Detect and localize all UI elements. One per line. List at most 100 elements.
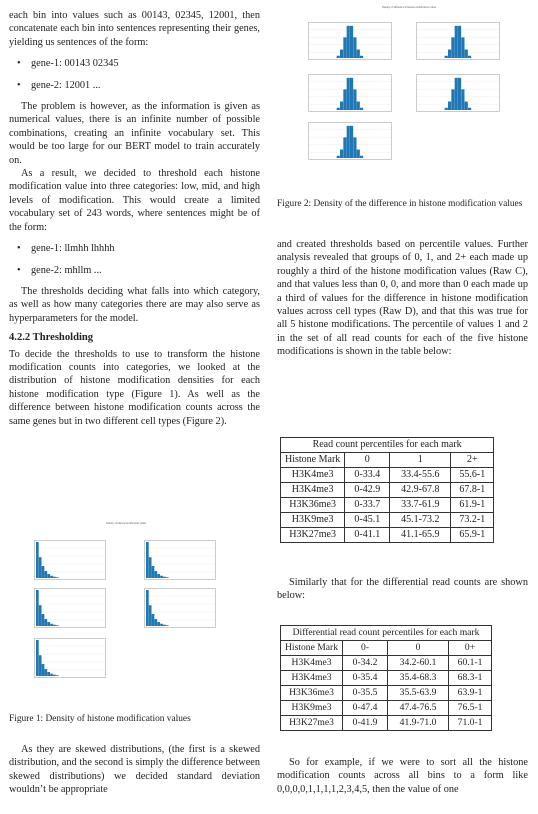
histogram-bar xyxy=(44,571,48,578)
paragraph: The problem is however, as the informati… xyxy=(9,101,260,166)
histogram-bar xyxy=(464,49,468,58)
histogram-bar xyxy=(146,590,149,626)
histogram-bar xyxy=(444,107,448,110)
histogram-bar xyxy=(53,674,56,676)
histogram-bar xyxy=(350,125,354,158)
histogram-bar xyxy=(468,107,472,110)
table-cell: 63.9-1 xyxy=(448,685,493,701)
table-cell: 71.0-1 xyxy=(448,715,493,731)
histogram-bar xyxy=(360,155,364,158)
histogram-bar xyxy=(448,49,452,58)
histogram-bar xyxy=(346,25,350,58)
histogram-bar xyxy=(148,557,152,578)
histogram-bar xyxy=(346,77,350,110)
table-caption: Read count percentiles for each mark xyxy=(279,437,495,453)
table-cell: H3K27me3 xyxy=(279,527,346,543)
list-item: gene-2: 12001 ... xyxy=(9,79,260,93)
table-row: H3K4me3 0-34.2 34.2-60.1 60.1-1 xyxy=(279,655,493,671)
table-row: H3K4me3 0-42.9 42.9-67.8 67.8-1 xyxy=(279,482,495,498)
column-header: Histone Mark xyxy=(279,452,346,468)
table-cell: 33.7-61.9 xyxy=(389,497,452,513)
table-row: H3K36me3 0-35.5 35.5-63.9 63.9-1 xyxy=(279,685,493,701)
histogram-panel xyxy=(34,638,106,678)
list-item: gene-2: mhllm ... xyxy=(9,264,260,278)
bullet-list: gene-1: 00143 02345 gene-2: 12001 ... xyxy=(9,57,260,92)
histogram-bar xyxy=(53,576,56,578)
paragraph: To decide the thresholds to use to trans… xyxy=(9,348,260,427)
histogram-panel xyxy=(308,22,392,60)
histogram-bar xyxy=(353,89,357,110)
table-cell: 0-35.4 xyxy=(342,670,389,686)
histogram-bar xyxy=(454,25,458,58)
table-cell: H3K4me3 xyxy=(279,467,346,483)
table-cell: H3K36me3 xyxy=(279,685,344,701)
paragraph: The thresholds deciding what falls into … xyxy=(9,285,260,324)
histogram-bar xyxy=(353,137,357,158)
table-header-row: Histone Mark 0 1 2+ xyxy=(279,452,495,468)
histogram-bar xyxy=(47,672,51,676)
table-row: H3K36me3 0-33.7 33.7-61.9 61.9-1 xyxy=(279,497,495,513)
right-column-bottom: So for example, if we were to sort all t… xyxy=(277,756,528,796)
left-column-bottom: As they are skewed distributions, (the f… xyxy=(9,743,260,797)
section-heading: 4.2.2 Thresholding xyxy=(9,332,94,344)
table-cell: 45.1-73.2 xyxy=(389,512,452,528)
column-header: 0- xyxy=(342,640,389,656)
histogram-bar xyxy=(36,640,39,676)
table-cell: 0-41.9 xyxy=(342,715,389,731)
histogram-bar xyxy=(336,155,340,158)
column-header: 0 xyxy=(387,640,450,656)
histogram-bar xyxy=(458,77,462,110)
differential-percentile-table: Differential read count percentiles for … xyxy=(279,625,493,731)
paragraph: So for example, if we were to sort all t… xyxy=(277,757,528,795)
histogram-panel xyxy=(34,588,106,628)
table-cell: 60.1-1 xyxy=(448,655,493,671)
table-row: H3K9me3 0-45.1 45.1-73.2 73.2-1 xyxy=(279,512,495,528)
histogram-bar xyxy=(165,625,169,626)
histogram-panel xyxy=(308,74,392,112)
histogram-panel xyxy=(34,540,106,580)
table-cell: 76.5-1 xyxy=(448,700,493,716)
table-cell: 35.4-68.3 xyxy=(387,670,450,686)
paragraph: each bin into values such as 00143, 0234… xyxy=(9,10,260,48)
histogram-bar xyxy=(148,605,152,626)
histogram-bar xyxy=(50,575,53,578)
table-cell: 0-41.1 xyxy=(344,527,391,543)
histogram-bar xyxy=(157,574,161,578)
table-cell: 41.9-71.0 xyxy=(387,715,450,731)
histogram-bar xyxy=(451,37,455,58)
histogram-bar xyxy=(340,149,344,158)
table-cell: 0-34.2 xyxy=(342,655,389,671)
histogram-bar xyxy=(458,25,462,58)
table-caption: Differential read count percentiles for … xyxy=(279,625,493,641)
histogram-bar xyxy=(343,37,347,58)
histogram-bar xyxy=(360,107,364,110)
table-header-row: Histone Mark 0- 0 0+ xyxy=(279,640,493,656)
histogram-bar xyxy=(50,623,53,626)
table-row: H3K27me3 0-41.1 41.1-65.9 65.9-1 xyxy=(279,527,495,543)
histogram-bar xyxy=(151,566,155,578)
histogram-bar xyxy=(343,137,347,158)
paragraph: and created thresholds based on percenti… xyxy=(277,239,528,358)
histogram-bar xyxy=(41,664,45,676)
histogram-bar xyxy=(340,49,344,58)
table-cell: H3K4me3 xyxy=(279,655,344,671)
histogram-bar xyxy=(454,77,458,110)
table-cell: 0-33.7 xyxy=(344,497,391,513)
histogram-bar xyxy=(154,619,158,626)
table-cell: 35.5-63.9 xyxy=(387,685,450,701)
histogram-bar xyxy=(55,625,59,626)
table-cell: 0-42.9 xyxy=(344,482,391,498)
paragraph: As they are skewed distributions, (the f… xyxy=(9,744,260,796)
table-row: H3K4me3 0-35.4 35.4-68.3 68.3-1 xyxy=(279,670,493,686)
table-cell: 42.9-67.8 xyxy=(389,482,452,498)
histogram-bar xyxy=(163,576,166,578)
histogram-bar xyxy=(343,89,347,110)
histogram-bar xyxy=(356,101,360,110)
figure-1: Density of histone modification values xyxy=(20,522,240,684)
histogram-bar xyxy=(461,37,465,58)
left-column: each bin into values such as 00143, 0234… xyxy=(9,9,260,428)
table-cell: 34.2-60.1 xyxy=(387,655,450,671)
table-cell: 41.1-65.9 xyxy=(389,527,452,543)
histogram-bar xyxy=(157,622,161,626)
histogram-bar xyxy=(44,619,48,626)
